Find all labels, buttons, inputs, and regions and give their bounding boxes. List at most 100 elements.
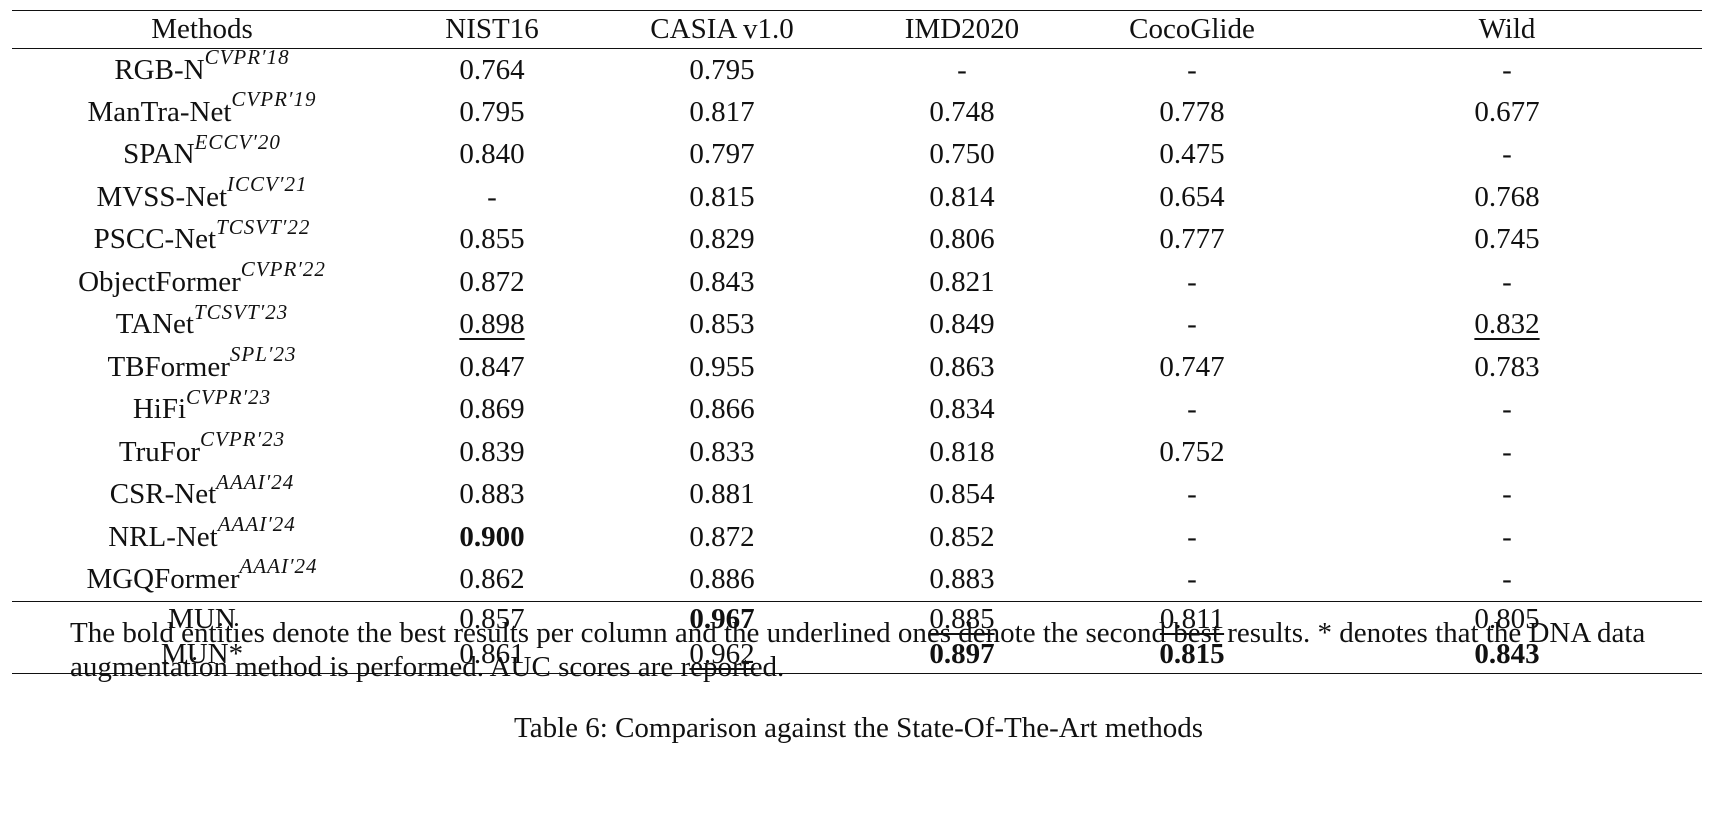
column-header: CASIA v1.0 (592, 10, 852, 49)
score-value: 0.654 (1159, 180, 1225, 213)
score-value: 0.833 (689, 435, 755, 468)
method-venue: AAAI′24 (217, 512, 296, 537)
score-value: - (1187, 308, 1197, 341)
method-cell: TANetTCSVT′23 (12, 301, 392, 347)
score-value: 0.818 (929, 435, 995, 468)
table-header: Methods NIST16 CASIA v1.0 IMD2020 CocoGlide W… (12, 10, 1702, 49)
score-value: - (487, 180, 497, 213)
score-value: 0.883 (929, 563, 995, 595)
score-value: 0.857 (459, 602, 525, 635)
method-venue: TCSVT′23 (193, 299, 289, 324)
score-value: 0.862 (459, 563, 525, 595)
score-value: - (1502, 435, 1512, 468)
score-value: 0.869 (459, 393, 525, 426)
score-cell: 0.863 (852, 346, 1072, 389)
score-value: 0.962 (689, 638, 755, 671)
column-header: CocoGlide (1072, 10, 1312, 49)
score-cell: 0.814 (852, 176, 1072, 219)
score-cell: 0.897 (852, 637, 1072, 674)
score-cell: 0.840 (392, 134, 592, 177)
method-cell: NRL-NetAAAI′24 (12, 514, 392, 559)
score-cell: 0.806 (852, 219, 1072, 262)
score-value: - (1502, 478, 1512, 511)
method-venue: CVPR′22 (240, 257, 326, 282)
method-name: TANet (115, 308, 194, 341)
table-row: RGB-NCVPR′18 0.764 0.795 - - - (12, 46, 1702, 92)
score-value: 0.832 (1474, 308, 1540, 341)
score-cell: 0.883 (392, 474, 592, 517)
score-cell: - (1072, 559, 1312, 602)
method-name: SPAN (123, 138, 195, 171)
score-cell: - (1072, 389, 1312, 432)
table-row: PSCC-NetTCSVT′22 0.855 0.829 0.806 0.777 0.74… (12, 216, 1702, 262)
score-value: - (1187, 563, 1197, 595)
method-name: ManTra-Net (87, 95, 232, 128)
table-row: MGQFormerAAAI′24 0.862 0.886 0.883 - - (12, 556, 1702, 602)
method-cell: ObjectFormerCVPR′22 (12, 259, 392, 304)
table-row: HiFiCVPR′23 0.869 0.866 0.834 - - (12, 386, 1702, 432)
score-cell: 0.866 (592, 389, 852, 432)
method-venue: CVPR′23 (186, 384, 272, 409)
score-cell: 0.821 (852, 261, 1072, 304)
method-venue: CVPR′23 (200, 427, 286, 452)
score-value: 0.752 (1159, 435, 1225, 468)
method-venue: TCSVT′22 (216, 214, 311, 239)
method-venue: CVPR′18 (204, 44, 290, 69)
table-row: ManTra-NetCVPR′19 0.795 0.817 0.748 0.778 0.6… (12, 89, 1702, 134)
score-value: 0.852 (929, 520, 995, 553)
score-cell: - (1072, 304, 1312, 347)
method-name: MGQFormer (86, 563, 240, 595)
method-cell: PSCC-NetTCSVT′22 (12, 216, 392, 262)
score-value: - (1502, 393, 1512, 426)
table-row: MVSS-NetICCV′21 - 0.815 0.814 0.654 0.768 (12, 174, 1702, 219)
column-header: Methods (12, 10, 392, 49)
score-cell: 0.854 (852, 474, 1072, 517)
score-value: 0.872 (689, 520, 755, 553)
score-value: 0.815 (689, 180, 755, 213)
score-cell: - (1072, 261, 1312, 304)
method-name: RGB-N (114, 53, 205, 86)
score-cell: 0.857 (392, 600, 592, 637)
score-cell: 0.748 (852, 91, 1072, 134)
score-cell: - (1312, 559, 1702, 602)
score-value: 0.777 (1159, 223, 1225, 256)
score-value: 0.897 (929, 638, 995, 671)
score-value: 0.817 (689, 95, 755, 128)
score-cell: 0.815 (592, 176, 852, 219)
score-cell: 0.777 (1072, 219, 1312, 262)
score-cell: 0.475 (1072, 134, 1312, 177)
score-cell: 0.869 (392, 389, 592, 432)
score-value: 0.805 (1474, 602, 1540, 635)
table-row: NRL-NetAAAI′24 0.900 0.872 0.852 - - (12, 514, 1702, 559)
score-cell: 0.843 (592, 261, 852, 304)
score-value: 0.745 (1474, 223, 1540, 256)
column-header: IMD2020 (852, 10, 1072, 49)
score-value: 0.748 (929, 95, 995, 128)
score-cell: 0.654 (1072, 176, 1312, 219)
method-venue: SPL′23 (229, 342, 297, 367)
score-value: - (1502, 520, 1512, 553)
method-name: TBFormer (107, 350, 230, 383)
score-cell: - (1072, 516, 1312, 559)
method-cell: ManTra-NetCVPR′19 (12, 89, 392, 134)
score-value: 0.829 (689, 223, 755, 256)
score-cell: 0.817 (592, 91, 852, 134)
method-cell: SPANECCV′20 (12, 131, 392, 177)
score-cell: 0.834 (852, 389, 1072, 432)
score-cell: - (392, 176, 592, 219)
score-cell: 0.852 (852, 516, 1072, 559)
score-cell: - (1312, 516, 1702, 559)
score-cell: - (852, 49, 1072, 92)
score-value: 0.806 (929, 223, 995, 256)
score-cell: 0.829 (592, 219, 852, 262)
method-cell: MGQFormerAAAI′24 (12, 556, 392, 602)
score-cell: 0.861 (392, 637, 592, 674)
score-cell: - (1312, 474, 1702, 517)
score-value: 0.955 (689, 350, 755, 383)
score-cell: 0.849 (852, 304, 1072, 347)
column-header: NIST16 (392, 10, 592, 49)
score-value: 0.872 (459, 265, 525, 298)
score-value: 0.855 (459, 223, 525, 256)
score-cell: 0.839 (392, 431, 592, 474)
